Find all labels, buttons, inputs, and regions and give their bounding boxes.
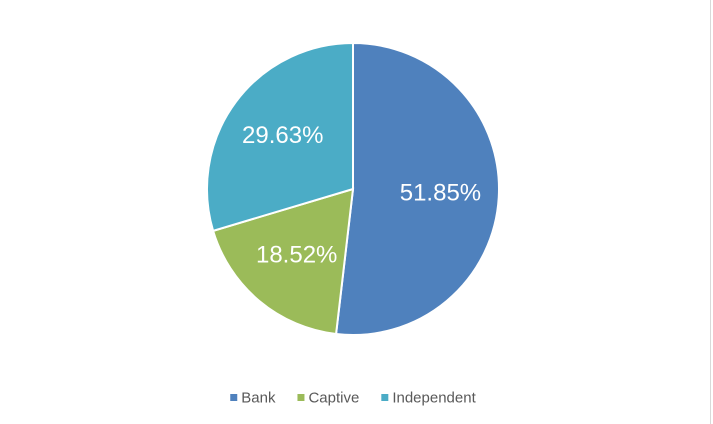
legend-text: Independent xyxy=(392,389,476,406)
legend-marker xyxy=(230,394,238,401)
legend-marker xyxy=(297,394,305,401)
value-label: 29.63% xyxy=(242,122,323,149)
legend-text: Bank xyxy=(241,389,276,406)
pie-slice xyxy=(206,41,354,233)
legend-text: Captive xyxy=(308,389,359,406)
value-label: 51.85% xyxy=(400,179,481,206)
pie-slice xyxy=(334,41,500,336)
legend-marker xyxy=(381,394,389,401)
pie-slice xyxy=(211,187,355,336)
value-label: 18.52% xyxy=(256,241,337,268)
legend: Bank Captive Independent xyxy=(230,389,477,406)
